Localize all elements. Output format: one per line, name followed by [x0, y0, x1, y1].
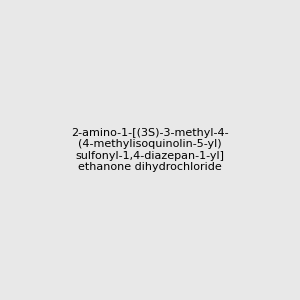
Text: 2-amino-1-[(3S)-3-methyl-4-
(4-methylisoquinolin-5-yl)
sulfonyl-1,4-diazepan-1-y: 2-amino-1-[(3S)-3-methyl-4- (4-methyliso…	[71, 128, 229, 172]
